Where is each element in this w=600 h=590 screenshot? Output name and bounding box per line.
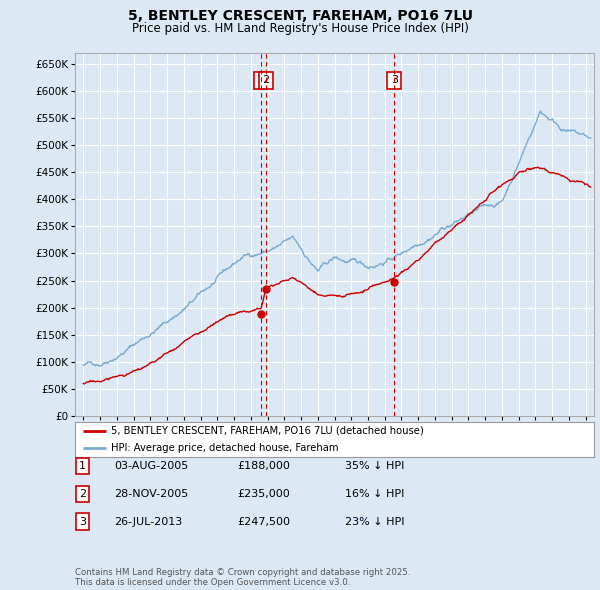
Text: 23% ↓ HPI: 23% ↓ HPI [345, 517, 404, 526]
Text: 5, BENTLEY CRESCENT, FAREHAM, PO16 7LU: 5, BENTLEY CRESCENT, FAREHAM, PO16 7LU [128, 9, 473, 23]
Text: £247,500: £247,500 [237, 517, 290, 526]
Text: 35% ↓ HPI: 35% ↓ HPI [345, 461, 404, 471]
Text: 28-NOV-2005: 28-NOV-2005 [114, 489, 188, 499]
Text: 3: 3 [391, 75, 398, 85]
Text: 2: 2 [262, 75, 269, 85]
Text: 16% ↓ HPI: 16% ↓ HPI [345, 489, 404, 499]
Text: 3: 3 [79, 517, 86, 526]
Text: £235,000: £235,000 [237, 489, 290, 499]
Text: Contains HM Land Registry data © Crown copyright and database right 2025.
This d: Contains HM Land Registry data © Crown c… [75, 568, 410, 587]
Text: 03-AUG-2005: 03-AUG-2005 [114, 461, 188, 471]
Text: HPI: Average price, detached house, Fareham: HPI: Average price, detached house, Fare… [112, 444, 339, 453]
Text: 26-JUL-2013: 26-JUL-2013 [114, 517, 182, 526]
Text: Price paid vs. HM Land Registry's House Price Index (HPI): Price paid vs. HM Land Registry's House … [131, 22, 469, 35]
Text: £188,000: £188,000 [237, 461, 290, 471]
Text: 2: 2 [79, 489, 86, 499]
Text: 1: 1 [79, 461, 86, 471]
Text: 1: 1 [257, 75, 264, 85]
Text: 5, BENTLEY CRESCENT, FAREHAM, PO16 7LU (detached house): 5, BENTLEY CRESCENT, FAREHAM, PO16 7LU (… [112, 426, 424, 435]
